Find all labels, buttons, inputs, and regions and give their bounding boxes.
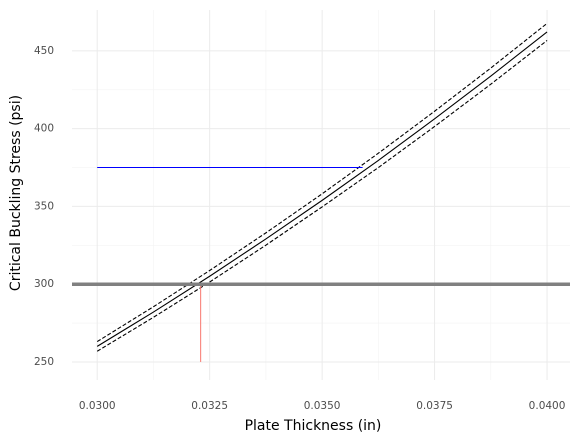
x-tick-label: 0.0400: [529, 400, 566, 412]
x-axis-title: Plate Thickness (in): [245, 418, 382, 434]
fit-line: [96, 31, 548, 347]
x-tick-label: 0.0325: [191, 400, 228, 412]
x-tick-label: 0.0375: [416, 400, 453, 412]
confidence-line: [96, 40, 548, 352]
x-tick-label: 0.0350: [304, 400, 341, 412]
y-tick-label: 250: [34, 356, 54, 368]
y-tick-label: 300: [34, 278, 54, 290]
y-tick-label: 450: [34, 45, 54, 57]
y-axis-title: Critical Buckling Stress (psi): [8, 95, 24, 291]
y-tick-label: 400: [34, 123, 54, 135]
x-tick-label: 0.0300: [79, 400, 116, 412]
y-tick-label: 350: [34, 200, 54, 212]
